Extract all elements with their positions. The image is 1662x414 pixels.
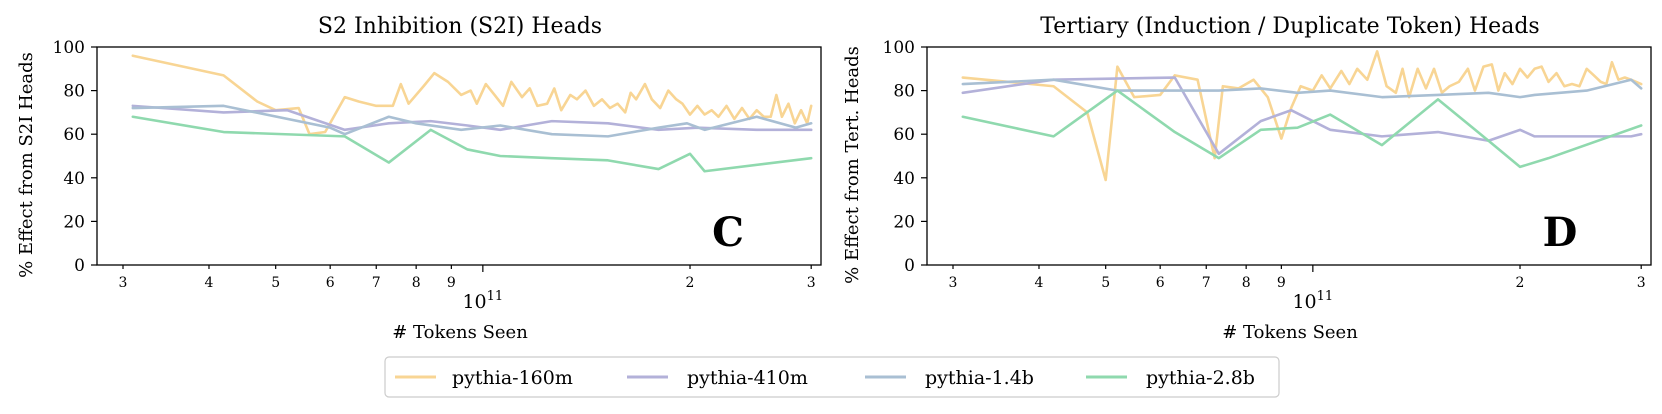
x-tick-label: 3 xyxy=(1637,275,1646,291)
legend-item-pythia-410m: pythia-410m xyxy=(627,367,808,389)
x-axis-label: # Tokens Seen xyxy=(1222,322,1358,343)
x-tick-label: 9 xyxy=(1277,275,1286,291)
legend-label: pythia-1.4b xyxy=(925,367,1034,389)
chart-title: S2 Inhibition (S2I) Heads xyxy=(318,14,602,39)
panel-letter: D xyxy=(1543,209,1578,256)
y-tick-label: 40 xyxy=(893,169,915,189)
x-tick-label: 5 xyxy=(271,275,280,291)
x-tick-label: 8 xyxy=(1242,275,1251,291)
series-layer xyxy=(131,54,813,173)
series-line-pythia-410m xyxy=(961,76,1643,156)
x-tick-label: 3 xyxy=(949,275,958,291)
series-line-pythia-2-8b xyxy=(961,89,1643,169)
plot-frame xyxy=(96,46,822,266)
legend-frame xyxy=(384,356,1280,398)
series-line-pythia-160m xyxy=(961,50,1643,182)
series-line-pythia-1-4b xyxy=(961,78,1643,99)
x-tick-label: 6 xyxy=(1156,275,1165,291)
tick-layer: 0 20 40 60 80 100 3 4 5 6 7 8 9 2 3 1011 xyxy=(883,38,1646,313)
x-major-tick-label: 1011 xyxy=(462,289,503,313)
chart-panel-c: S2 Inhibition (S2I) Heads % Effect from … xyxy=(16,14,822,343)
y-tick-label: 60 xyxy=(893,125,915,145)
x-tick-label: 3 xyxy=(807,275,816,291)
x-tick-label: 7 xyxy=(372,275,381,291)
x-tick-label: 9 xyxy=(447,275,456,291)
y-axis-label: % Effect from S2I Heads xyxy=(16,52,37,278)
y-tick-label: 80 xyxy=(893,82,915,102)
series-line-pythia-2-8b xyxy=(131,115,813,173)
x-major-tick-label: 1011 xyxy=(1292,289,1333,313)
y-tick-label: 0 xyxy=(74,256,85,276)
x-tick-label: 8 xyxy=(412,275,421,291)
y-tick-label: 20 xyxy=(63,212,85,232)
legend-label: pythia-2.8b xyxy=(1146,367,1255,389)
x-tick-label: 2 xyxy=(686,275,695,291)
legend-label: pythia-410m xyxy=(687,367,808,389)
series-layer xyxy=(961,50,1643,182)
x-tick-label: 6 xyxy=(326,275,335,291)
y-tick-label: 20 xyxy=(893,212,915,232)
y-tick-label: 100 xyxy=(883,38,915,58)
y-tick-label: 100 xyxy=(53,38,85,58)
y-tick-label: 40 xyxy=(63,169,85,189)
chart-legend: pythia-160m pythia-410m pythia-1.4b pyth… xyxy=(384,356,1280,398)
y-tick-label: 0 xyxy=(904,256,915,276)
x-tick-label: 2 xyxy=(1516,275,1525,291)
x-tick-label: 3 xyxy=(119,275,128,291)
chart-title: Tertiary (Induction / Duplicate Token) H… xyxy=(1040,14,1539,39)
plot-frame xyxy=(926,46,1652,266)
x-axis-label: # Tokens Seen xyxy=(392,322,528,343)
y-tick-label: 60 xyxy=(63,125,85,145)
chart-panel-d: Tertiary (Induction / Duplicate Token) H… xyxy=(842,14,1652,343)
legend-item-pythia-160m: pythia-160m xyxy=(395,367,573,389)
series-line-pythia-410m xyxy=(131,104,813,132)
x-tick-label: 4 xyxy=(1035,275,1044,291)
y-tick-label: 80 xyxy=(63,82,85,102)
x-tick-label: 4 xyxy=(205,275,214,291)
legend-label: pythia-160m xyxy=(452,367,573,389)
panel-letter: C xyxy=(712,209,744,256)
y-axis-label: % Effect from Tert. Heads xyxy=(842,46,863,284)
series-line-pythia-1-4b xyxy=(131,104,813,138)
series-line-pythia-160m xyxy=(131,54,813,136)
legend-item-pythia-2-8b: pythia-2.8b xyxy=(1086,367,1255,389)
legend-item-pythia-1-4b: pythia-1.4b xyxy=(865,367,1034,389)
x-tick-label: 7 xyxy=(1202,275,1211,291)
x-tick-label: 5 xyxy=(1101,275,1110,291)
tick-layer: 0 20 40 60 80 100 3 4 5 6 7 8 9 2 3 1011 xyxy=(53,38,816,313)
